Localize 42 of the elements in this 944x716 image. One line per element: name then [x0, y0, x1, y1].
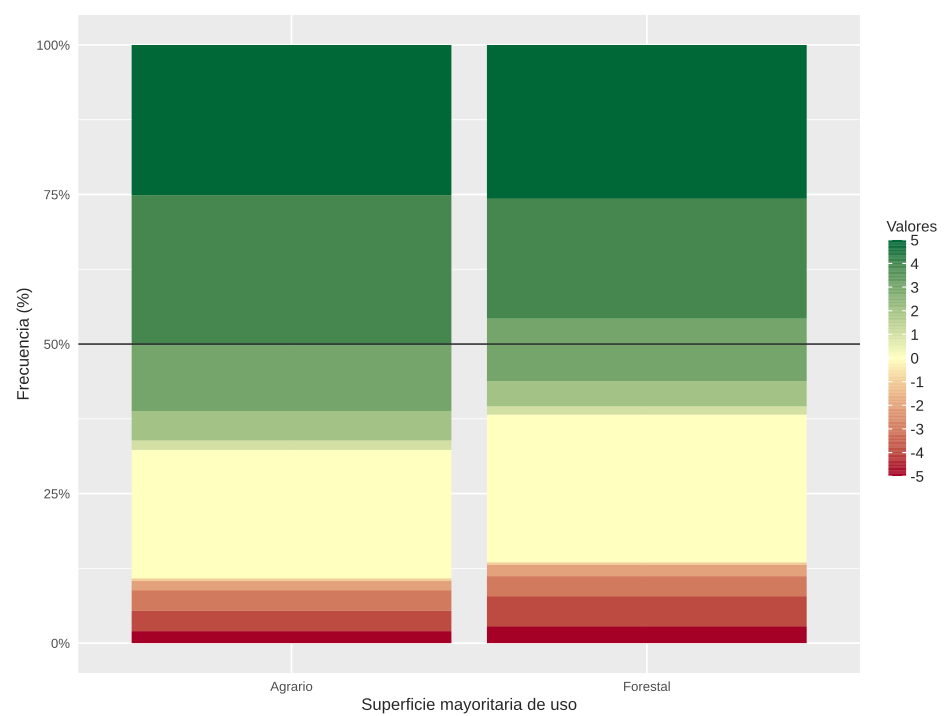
bar [486, 626, 807, 644]
bar [132, 411, 452, 440]
bar [132, 631, 452, 644]
bar [486, 318, 807, 382]
y-tick-label: 50% [44, 340, 70, 349]
legend-label: 3 [910, 282, 918, 293]
x-axis-title: Superficie mayoritaria de uso [362, 698, 576, 714]
y-axis-title: Frecuencia (%) [16, 288, 32, 400]
bar [486, 44, 807, 199]
text: 2 [911, 306, 918, 316]
legend-label: -1 [911, 376, 924, 388]
legend-title: Valores [886, 220, 937, 232]
bar [486, 596, 807, 626]
bar [486, 406, 807, 415]
bar [486, 414, 807, 562]
bar [132, 590, 452, 611]
legend-label: 4 [910, 258, 918, 270]
bar [132, 580, 452, 590]
text: -4 [911, 448, 924, 458]
y-tick-label: 0% [51, 638, 70, 648]
bar [132, 345, 452, 412]
bar [132, 440, 452, 450]
y-tick-label: 100% [37, 40, 70, 50]
legend-label: -2 [911, 400, 924, 411]
bar [132, 44, 452, 196]
bar [486, 576, 807, 596]
bar [486, 198, 807, 318]
text: 5 [911, 234, 918, 246]
bar [486, 381, 807, 406]
bar [486, 562, 807, 565]
text: -3 [911, 424, 924, 435]
x-tick-label: Agrario [270, 681, 312, 694]
y-tick-label: 75% [44, 190, 70, 200]
bar [486, 564, 807, 576]
legend-label: -5 [911, 471, 924, 482]
bar [132, 195, 452, 346]
bar [132, 610, 452, 632]
y-tick-label: 25% [44, 489, 70, 498]
legend-label: 1 [912, 329, 918, 340]
bar [132, 450, 452, 579]
text: 0 [911, 352, 918, 364]
x-tick-label: Forestal [624, 681, 670, 692]
